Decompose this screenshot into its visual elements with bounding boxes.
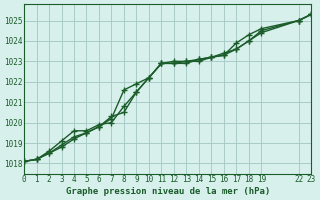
X-axis label: Graphe pression niveau de la mer (hPa): Graphe pression niveau de la mer (hPa) [66,187,270,196]
